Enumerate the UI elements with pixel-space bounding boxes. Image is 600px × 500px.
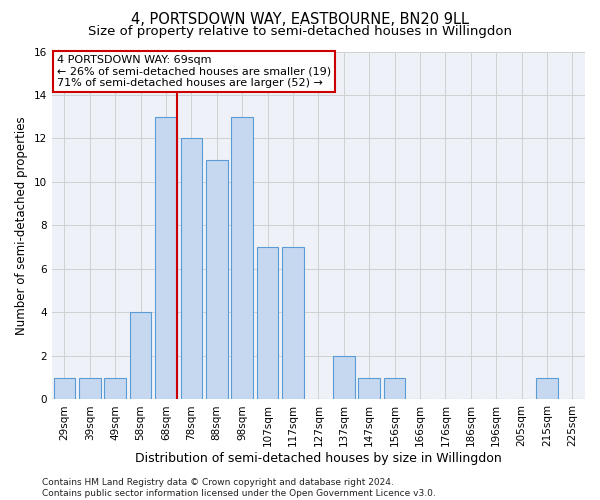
Bar [181,138,202,400]
Y-axis label: Number of semi-detached properties: Number of semi-detached properties [15,116,28,335]
Bar [358,378,380,400]
Bar [155,116,177,400]
Bar [206,160,227,400]
Bar [130,312,151,400]
Text: Size of property relative to semi-detached houses in Willingdon: Size of property relative to semi-detach… [88,25,512,38]
Bar [384,378,406,400]
X-axis label: Distribution of semi-detached houses by size in Willingdon: Distribution of semi-detached houses by … [135,452,502,465]
Bar [282,247,304,400]
Bar [53,378,75,400]
Text: 4 PORTSDOWN WAY: 69sqm
← 26% of semi-detached houses are smaller (19)
71% of sem: 4 PORTSDOWN WAY: 69sqm ← 26% of semi-det… [57,55,331,88]
Bar [232,116,253,400]
Bar [257,247,278,400]
Bar [333,356,355,400]
Bar [536,378,557,400]
Text: Contains HM Land Registry data © Crown copyright and database right 2024.
Contai: Contains HM Land Registry data © Crown c… [42,478,436,498]
Bar [104,378,126,400]
Bar [79,378,101,400]
Text: 4, PORTSDOWN WAY, EASTBOURNE, BN20 9LL: 4, PORTSDOWN WAY, EASTBOURNE, BN20 9LL [131,12,469,28]
